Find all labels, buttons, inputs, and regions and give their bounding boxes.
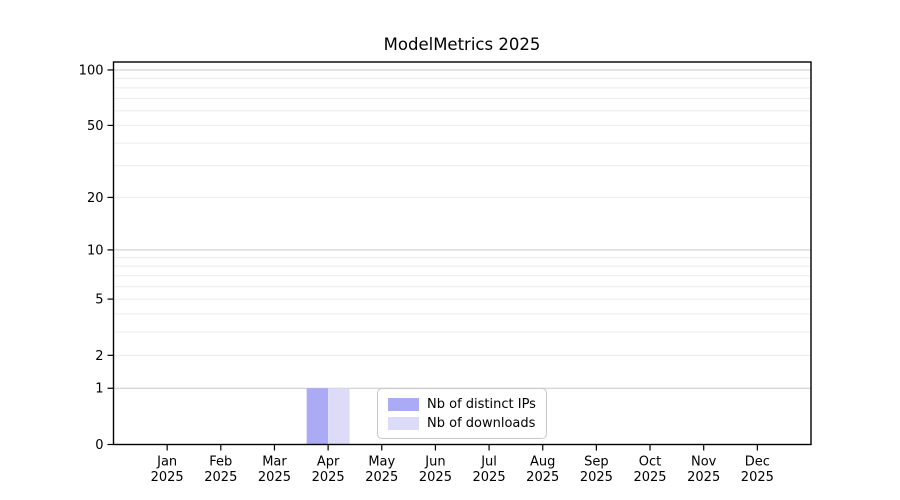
bar-distinct-ips [306,388,329,445]
y-tick-label: 100 [79,63,104,78]
plot-border [112,61,812,446]
x-tick-label-year: 2025 [312,470,345,485]
legend-label-downloads: Nb of downloads [427,416,536,431]
x-tick-label-month: Dec [745,455,770,470]
y-tick-label: 10 [87,243,104,258]
x-tick-label-month: Apr [317,455,340,470]
x-tick-label-month: May [368,455,395,470]
bar-downloads [328,388,350,445]
x-tick-label-month: Feb [209,455,232,470]
x-tick-label-year: 2025 [204,470,237,485]
legend-item-distinct-ips: Nb of distinct IPs [388,397,538,411]
legend-swatch-downloads [388,416,419,430]
y-tick-label: 5 [95,293,103,308]
x-tick-label-month: Jul [480,455,497,470]
x-tick-label-month: Jun [424,455,445,470]
legend-item-downloads: Nb of downloads [388,416,538,430]
x-tick-label-year: 2025 [365,470,398,485]
x-tick-label-year: 2025 [687,470,720,485]
x-tick-label-year: 2025 [151,470,184,485]
x-tick-label-month: Jan [156,455,177,470]
x-tick-label-year: 2025 [633,470,666,485]
y-tick-label: 0 [95,438,103,453]
x-tick-label-year: 2025 [741,470,774,485]
legend-label-distinct-ips: Nb of distinct IPs [427,397,536,412]
legend-swatch-distinct-ips [388,397,419,411]
x-tick-label-month: Nov [691,455,717,470]
y-tick-label: 2 [95,349,103,364]
x-tick-label-month: Oct [639,455,661,470]
x-tick-label-month: Sep [584,455,609,470]
x-tick-label-year: 2025 [419,470,452,485]
chart-title: ModelMetrics 2025 [383,35,541,54]
y-tick-label: 50 [87,119,104,134]
x-tick-label-year: 2025 [580,470,613,485]
x-tick-label-month: Mar [262,455,287,470]
legend: Nb of distinct IPs Nb of downloads [377,388,547,439]
x-tick-label-year: 2025 [526,470,559,485]
x-tick-label-month: Aug [530,455,555,470]
y-tick-label: 20 [87,191,104,206]
x-tick-label-year: 2025 [258,470,291,485]
x-tick-label-year: 2025 [473,470,506,485]
y-tick-label: 1 [95,382,103,397]
